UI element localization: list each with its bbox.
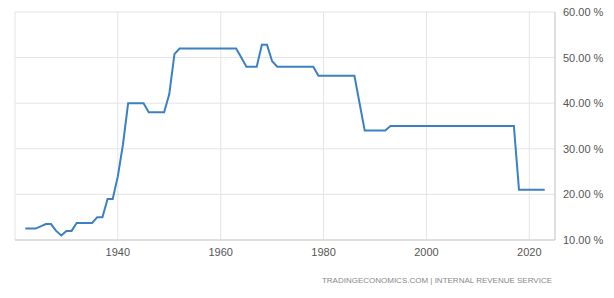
svg-text:20.00 %: 20.00 % bbox=[563, 188, 604, 200]
svg-text:1980: 1980 bbox=[311, 246, 335, 258]
svg-text:10.00 %: 10.00 % bbox=[563, 234, 604, 246]
svg-text:30.00 %: 30.00 % bbox=[563, 143, 604, 155]
svg-text:2020: 2020 bbox=[517, 246, 541, 258]
svg-text:1960: 1960 bbox=[208, 246, 232, 258]
html-text:TRADINGECONOMICS.COM | INTERNA: TRADINGECONOMICS.COM | INTERNAL REVENUE … bbox=[321, 276, 552, 285]
svg-text:2000: 2000 bbox=[414, 246, 438, 258]
svg-text:60.00 %: 60.00 % bbox=[563, 6, 604, 18]
svg-text:50.00 %: 50.00 % bbox=[563, 52, 604, 64]
svg-text:1940: 1940 bbox=[106, 246, 130, 258]
svg-text:40.00 %: 40.00 % bbox=[563, 97, 604, 109]
